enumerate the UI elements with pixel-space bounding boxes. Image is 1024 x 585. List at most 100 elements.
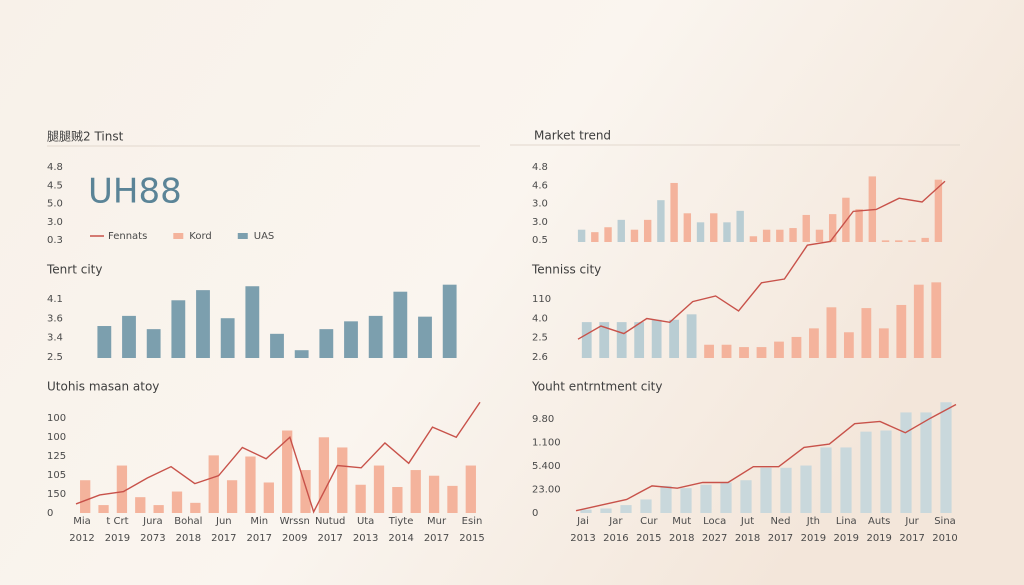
- bar: [98, 505, 109, 513]
- legend-label: Fennats: [108, 231, 147, 242]
- bar: [620, 505, 632, 513]
- x-tick-label: Mia: [73, 516, 91, 527]
- bar: [220, 318, 235, 358]
- bar: [368, 315, 383, 358]
- bar: [344, 321, 358, 358]
- bar: [80, 480, 91, 513]
- chart-title: Youht entrntment city: [531, 380, 662, 394]
- y-tick-label: 3.4: [47, 333, 63, 344]
- x-tick-sublabel: 2019: [866, 533, 891, 544]
- y-tick-label: 4.8: [532, 162, 548, 173]
- bar: [820, 447, 832, 513]
- bar: [171, 300, 186, 358]
- y-tick-label: 125: [47, 451, 66, 462]
- x-tick-sublabel: 2012: [69, 533, 94, 544]
- legend-swatch: [237, 233, 248, 239]
- bar: [600, 508, 612, 513]
- bar: [337, 447, 348, 513]
- y-tick-label: 0.3: [47, 235, 63, 246]
- bar: [428, 475, 440, 513]
- bar: [749, 236, 758, 242]
- line: [577, 180, 946, 340]
- chart-title: 腿腿贼2 Tinst: [47, 129, 124, 144]
- x-tick-sublabel: 2073: [140, 533, 165, 544]
- x-tick-label: Auts: [868, 516, 890, 527]
- bar: [896, 304, 907, 358]
- bar: [762, 229, 771, 242]
- bar: [442, 284, 457, 358]
- y-tick-label: 9.80: [532, 414, 554, 425]
- bar: [780, 467, 792, 513]
- bar: [617, 219, 625, 242]
- bar: [756, 347, 767, 358]
- bar: [860, 431, 872, 513]
- x-tick-label: Sina: [934, 516, 956, 527]
- bar: [630, 229, 639, 242]
- bar: [680, 488, 692, 513]
- x-tick-sublabel: 2013: [353, 533, 378, 544]
- bar: [700, 484, 712, 513]
- bar: [809, 328, 819, 358]
- x-tick-label: Nutud: [315, 516, 345, 527]
- x-tick-sublabel: 2017: [768, 533, 793, 544]
- y-tick-label: 3.0: [47, 217, 63, 228]
- y-tick-label: 5.400: [532, 461, 561, 472]
- bar: [921, 237, 929, 242]
- bar: [739, 347, 749, 358]
- y-tick-label: 0: [532, 508, 538, 519]
- bar: [802, 214, 810, 242]
- bar: [908, 240, 916, 242]
- bar: [634, 322, 645, 358]
- y-tick-label: 4.6: [532, 180, 548, 191]
- bar: [122, 315, 136, 358]
- y-tick-label: 3.6: [47, 313, 63, 324]
- x-tick-sublabel: 2019: [105, 533, 130, 544]
- x-tick-sublabel: 2018: [669, 533, 694, 544]
- bar: [861, 308, 872, 358]
- chart-title: Tenniss city: [531, 263, 601, 277]
- bar: [393, 291, 408, 358]
- x-tick-sublabel: 2019: [834, 533, 859, 544]
- y-tick-label: 3.0: [532, 217, 548, 228]
- bar: [418, 316, 432, 358]
- bar: [740, 480, 752, 513]
- y-tick-label: 2.6: [532, 352, 548, 363]
- x-tick-label: Jur: [904, 516, 919, 527]
- legend-swatch: [173, 233, 184, 239]
- bar: [826, 307, 837, 358]
- bar: [736, 210, 744, 242]
- y-tick-label: 105: [47, 470, 66, 481]
- x-tick-label: Cur: [640, 516, 658, 527]
- x-tick-sublabel: 2013: [570, 533, 595, 544]
- bar: [880, 430, 892, 513]
- bar: [577, 229, 586, 242]
- bar: [604, 227, 612, 242]
- chart-title: Tenrt city: [46, 263, 102, 277]
- bar: [355, 484, 366, 513]
- bar: [815, 229, 824, 242]
- y-tick-label: 110: [532, 294, 551, 305]
- bar: [934, 179, 943, 242]
- x-tick-sublabel: 2018: [176, 533, 201, 544]
- bar: [300, 470, 311, 513]
- x-tick-sublabel: 2017: [211, 533, 236, 544]
- bar: [723, 222, 731, 242]
- x-tick-label: Jura: [142, 516, 163, 527]
- bar: [881, 240, 890, 242]
- bar: [791, 336, 802, 358]
- bar: [913, 284, 924, 358]
- bar: [640, 499, 652, 513]
- bar: [696, 222, 705, 242]
- bar: [153, 505, 164, 513]
- y-tick-label: 4.0: [532, 313, 548, 324]
- x-tick-label: Lina: [836, 516, 857, 527]
- x-tick-sublabel: 2017: [899, 533, 924, 544]
- bar: [710, 213, 718, 242]
- bar: [651, 319, 662, 358]
- bar: [720, 482, 732, 513]
- y-tick-label: 100: [47, 432, 66, 443]
- bar: [878, 328, 889, 358]
- bar: [789, 228, 797, 242]
- bar: [840, 447, 852, 513]
